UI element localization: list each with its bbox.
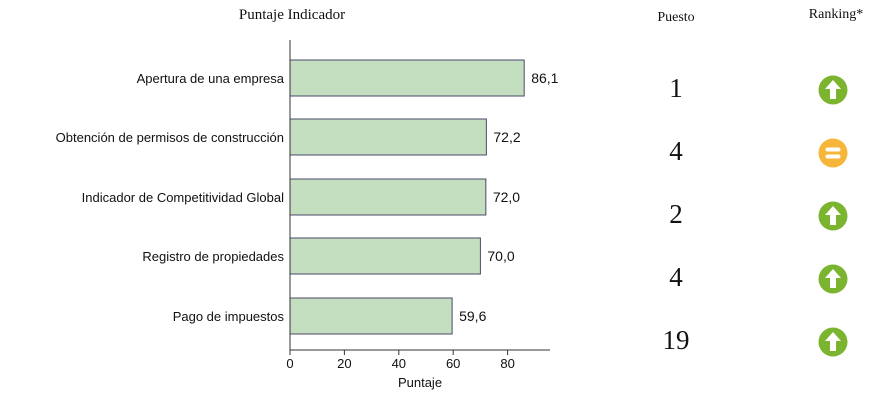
bar-chart: Apertura de una empresa 86,1 Obtención de … xyxy=(55,40,559,390)
puesto-column-header: Puesto xyxy=(657,10,695,25)
puesto-value: 4 xyxy=(669,262,683,292)
x-axis-label: Puntaje xyxy=(398,375,442,390)
category-label: Indicador de Competitividad Global xyxy=(82,190,284,205)
category-label: Pago de impuestos xyxy=(173,309,285,324)
puesto-value: 2 xyxy=(669,199,683,229)
arrow-up-icon xyxy=(818,264,848,294)
ranking-column-header: Ranking* xyxy=(808,7,864,22)
x-tick-label: 20 xyxy=(337,356,351,371)
bar xyxy=(289,59,525,97)
data-label: 72,2 xyxy=(493,129,520,145)
x-tick-label: 40 xyxy=(392,356,406,371)
category-label: Apertura de una empresa xyxy=(137,71,285,86)
x-tick-label: 80 xyxy=(500,356,514,371)
bar xyxy=(289,178,487,216)
data-label: 59,6 xyxy=(459,308,486,324)
category-label: Obtención de permisos de construcción xyxy=(56,130,284,145)
bar xyxy=(289,297,453,335)
x-tick-label: 0 xyxy=(286,356,293,371)
bar xyxy=(289,237,481,275)
puesto-value: 1 xyxy=(669,73,683,103)
chart-title: Puntaje Indicador xyxy=(238,7,346,23)
data-label: 86,1 xyxy=(531,70,558,86)
data-label: 72,0 xyxy=(493,189,520,205)
data-label: 70,0 xyxy=(487,248,514,264)
puesto-value: 4 xyxy=(669,136,683,166)
bar xyxy=(289,118,487,156)
x-tick-label: 60 xyxy=(446,356,460,371)
puesto-value: 19 xyxy=(662,325,690,355)
arrow-up-icon xyxy=(818,75,848,105)
equal-icon xyxy=(818,138,848,168)
arrow-up-icon xyxy=(818,327,848,357)
arrow-up-icon xyxy=(818,201,848,231)
category-label: Registro de propiedades xyxy=(142,249,284,264)
